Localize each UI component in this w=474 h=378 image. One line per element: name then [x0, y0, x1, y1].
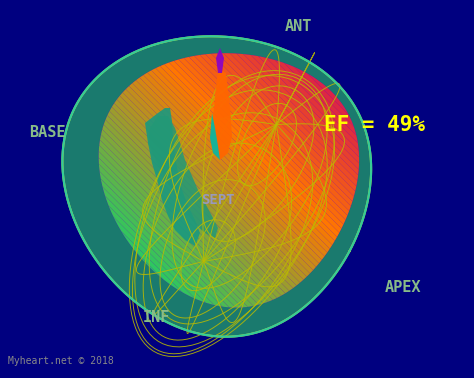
Polygon shape — [25, 0, 474, 378]
Polygon shape — [35, 0, 474, 378]
Polygon shape — [0, 0, 433, 378]
Polygon shape — [0, 0, 446, 378]
Polygon shape — [57, 0, 474, 371]
Polygon shape — [79, 0, 474, 349]
Polygon shape — [0, 0, 430, 378]
Polygon shape — [31, 0, 474, 378]
Polygon shape — [210, 68, 232, 160]
Polygon shape — [145, 108, 200, 246]
Polygon shape — [44, 0, 474, 378]
Polygon shape — [63, 36, 371, 337]
Polygon shape — [0, 0, 436, 378]
Text: EF = 49%: EF = 49% — [324, 115, 425, 135]
Polygon shape — [41, 0, 474, 378]
Polygon shape — [63, 0, 474, 365]
Polygon shape — [210, 113, 220, 160]
Polygon shape — [19, 0, 474, 378]
Polygon shape — [51, 0, 474, 378]
Polygon shape — [216, 48, 224, 73]
Polygon shape — [66, 0, 474, 361]
Polygon shape — [60, 0, 474, 368]
Polygon shape — [0, 1, 427, 378]
Polygon shape — [99, 53, 359, 308]
Polygon shape — [0, 0, 452, 378]
Polygon shape — [12, 0, 474, 378]
Polygon shape — [73, 0, 474, 355]
Polygon shape — [28, 0, 474, 378]
Polygon shape — [6, 0, 474, 378]
Polygon shape — [0, 5, 424, 378]
Polygon shape — [0, 17, 411, 378]
Polygon shape — [76, 0, 474, 352]
Polygon shape — [70, 0, 474, 358]
Polygon shape — [0, 0, 456, 378]
Polygon shape — [0, 0, 449, 378]
Text: INF: INF — [143, 310, 170, 325]
Polygon shape — [148, 116, 218, 238]
Polygon shape — [16, 0, 474, 378]
Text: Myheart.net © 2018: Myheart.net © 2018 — [8, 356, 114, 366]
Polygon shape — [3, 0, 474, 378]
Polygon shape — [54, 0, 474, 374]
Polygon shape — [0, 0, 458, 378]
Polygon shape — [0, 0, 443, 378]
Text: SEPT: SEPT — [201, 193, 235, 208]
